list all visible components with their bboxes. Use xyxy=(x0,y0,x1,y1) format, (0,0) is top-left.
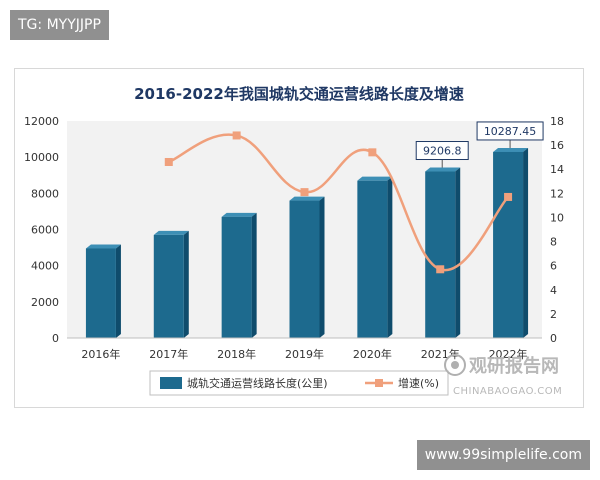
bar-top xyxy=(221,212,257,217)
growth-marker xyxy=(164,157,173,166)
bar xyxy=(153,230,189,338)
watermark: 观研报告网 CHINABAOGAO.COM xyxy=(444,354,562,397)
bar-front xyxy=(425,171,456,338)
data-label-box xyxy=(415,141,469,161)
watermark-cn: 观研报告网 xyxy=(469,355,559,377)
chart-title: 2016-2022年我国城轨交通运营线路长度及增速 xyxy=(134,85,464,103)
left-tick-label: 0 xyxy=(52,332,59,345)
line-series xyxy=(164,131,513,274)
legend: 城轨交通运营线路长度(公里) 增速(%) xyxy=(149,370,449,396)
data-labels: 9206.8 10287.45 xyxy=(415,121,544,168)
bar-front xyxy=(493,151,524,338)
bar-side xyxy=(455,167,461,338)
right-tick-label: 4 xyxy=(550,284,557,297)
right-tick-label: 0 xyxy=(550,332,557,345)
source-tag: TG: MYYJJPP xyxy=(10,10,109,40)
bar-front xyxy=(85,248,116,338)
growth-marker xyxy=(504,192,513,201)
right-tick-label: 12 xyxy=(550,187,564,200)
left-y-axis: 0 2000 4000 6000 8000 10000 12000 xyxy=(24,115,59,345)
x-tick-label: 2022年 xyxy=(489,347,528,361)
bar-front xyxy=(153,234,184,338)
data-label-text: 9206.8 xyxy=(423,145,462,158)
x-tick-label: 2018年 xyxy=(217,347,256,361)
watermark-en: CHINABAOGAO.COM xyxy=(453,386,562,397)
data-label-box xyxy=(476,121,544,141)
bar-front xyxy=(357,180,388,338)
website-tag: www.99simplelife.com xyxy=(416,440,590,470)
right-y-axis: 0 2 4 6 8 10 12 14 16 18 xyxy=(550,115,564,345)
bar-front xyxy=(221,216,252,338)
growth-marker xyxy=(232,131,241,140)
left-tick-label: 10000 xyxy=(24,151,59,164)
right-tick-label: 16 xyxy=(550,139,564,152)
watermark-logo-icon-core xyxy=(451,361,459,369)
right-tick-label: 8 xyxy=(550,236,557,249)
bar xyxy=(85,244,121,338)
bar xyxy=(493,147,529,338)
bar-top xyxy=(357,176,393,181)
left-tick-label: 4000 xyxy=(31,260,59,273)
right-tick-label: 2 xyxy=(550,308,557,321)
bar xyxy=(357,176,393,338)
right-tick-label: 10 xyxy=(550,211,564,224)
bar-top xyxy=(289,196,325,201)
left-tick-label: 6000 xyxy=(31,224,59,237)
growth-marker xyxy=(368,148,377,157)
bar-side xyxy=(115,244,121,338)
bar-side xyxy=(387,176,393,338)
bar-top xyxy=(153,230,189,235)
bar-front xyxy=(289,200,320,338)
bar xyxy=(425,167,461,338)
growth-marker xyxy=(436,265,445,274)
chart: 2016-2022年我国城轨交通运营线路长度及增速 0 2000 4000 6000 8… xyxy=(24,85,564,397)
growth-marker xyxy=(300,188,309,197)
bar-side xyxy=(251,212,257,338)
bar-top xyxy=(493,147,529,152)
legend-swatch-marker xyxy=(375,379,383,387)
right-tick-label: 14 xyxy=(550,163,564,176)
bar-top xyxy=(85,244,121,249)
left-tick-label: 2000 xyxy=(31,296,59,309)
data-label-text: 10287.45 xyxy=(484,125,537,138)
legend-swatch-bar xyxy=(160,377,182,389)
x-tick-label: 2017年 xyxy=(149,347,188,361)
x-tick-label: 2020年 xyxy=(353,347,392,361)
watermark-logo-icon xyxy=(444,354,466,376)
legend-label-bar: 城轨交通运营线路长度(公里) xyxy=(187,376,328,390)
x-tick-label: 2016年 xyxy=(81,347,120,361)
bar xyxy=(289,196,325,338)
right-tick-label: 18 xyxy=(550,115,564,128)
right-tick-label: 6 xyxy=(550,260,557,273)
bar-side xyxy=(183,230,189,338)
x-tick-label: 2019年 xyxy=(285,347,324,361)
bar-series xyxy=(85,147,529,338)
left-tick-label: 8000 xyxy=(31,187,59,200)
legend-label-line: 增速(%) xyxy=(398,376,439,390)
legend-box xyxy=(149,370,449,396)
x-tick-label: 2021年 xyxy=(421,347,460,361)
left-tick-label: 12000 xyxy=(24,115,59,128)
bar-side xyxy=(523,147,529,338)
chart-frame: 2016-2022年我国城轨交通运营线路长度及增速 0 2000 4000 6000 8… xyxy=(14,68,584,408)
bar-side xyxy=(319,196,325,338)
bar-top xyxy=(425,167,461,172)
bar xyxy=(221,212,257,338)
